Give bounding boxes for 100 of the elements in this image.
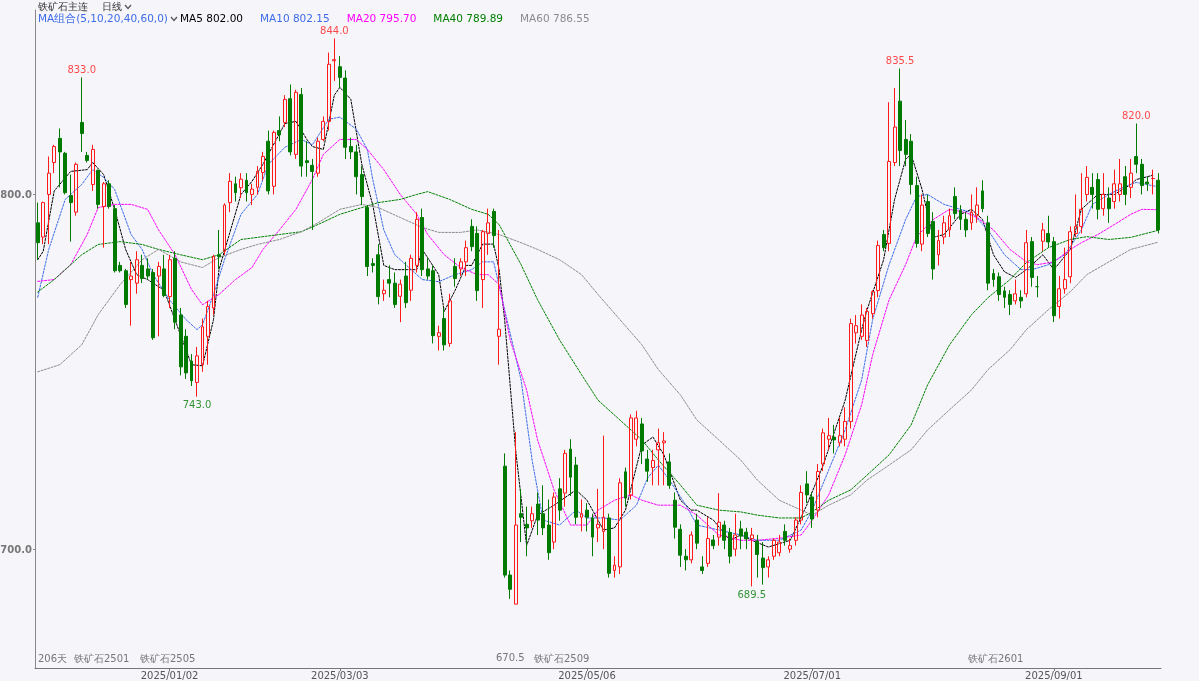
candlestick [91, 144, 95, 192]
candlestick [393, 271, 397, 309]
candlestick [876, 240, 880, 298]
candlestick [882, 229, 886, 252]
candlestick [217, 229, 221, 270]
candlestick [168, 254, 172, 309]
candlestick [404, 261, 408, 309]
candlestick [580, 499, 583, 532]
candlestick [898, 68, 902, 167]
candlestick [607, 513, 611, 579]
candlestick [552, 491, 556, 550]
candlestick [761, 541, 765, 586]
candlestick [981, 179, 984, 213]
candlestick [937, 229, 940, 266]
candlestick [1041, 222, 1045, 252]
candlestick [585, 502, 589, 532]
candlestick [173, 250, 177, 330]
candlestick [360, 165, 364, 206]
candlestick [245, 172, 248, 203]
x-tick-label: 2025/03/03 [311, 669, 369, 681]
candlestick [700, 555, 704, 575]
candlestick [1024, 229, 1028, 298]
candlestick [1096, 172, 1100, 220]
x-tick-label: 2025/05/06 [558, 669, 616, 681]
candlestick [316, 137, 320, 178]
candlestick [1129, 158, 1133, 199]
candlestick [1151, 169, 1155, 195]
candlestick [212, 254, 215, 316]
y-tick-label: 700.0 [0, 543, 33, 555]
candlestick [107, 179, 111, 210]
candlestick [920, 193, 924, 252]
annotation: 206天 [38, 652, 68, 666]
candlestick [497, 229, 501, 366]
annotation: 铁矿石2601 [968, 652, 1024, 666]
candlestick [574, 456, 578, 525]
candlestick [662, 431, 666, 486]
candlestick [1090, 172, 1094, 210]
annotation: 820.0 [1121, 110, 1151, 122]
candlestick [722, 520, 726, 550]
candlestick [871, 289, 875, 320]
candlestick [992, 268, 995, 288]
candlestick [684, 548, 688, 571]
candlestick [239, 172, 243, 199]
annotation: 铁矿石2509 [534, 652, 590, 666]
candlestick [1118, 158, 1122, 203]
y-tick-label: 800.0 [0, 188, 33, 200]
candlestick [409, 254, 413, 302]
candlestick [1057, 275, 1061, 320]
candlestick [821, 428, 825, 472]
candlestick [618, 477, 622, 575]
candlestick [299, 87, 303, 178]
candlestick [250, 183, 254, 206]
candlestick [140, 254, 144, 284]
candlestick [1008, 289, 1012, 316]
candlestick [74, 162, 78, 217]
candlestick [1003, 286, 1006, 309]
candlestick [365, 204, 369, 277]
candlestick [975, 186, 979, 224]
candlestick [948, 208, 951, 238]
candlestick [228, 172, 232, 213]
candlestick [1134, 123, 1138, 174]
candlestick [645, 449, 649, 483]
candlestick [624, 467, 627, 508]
text: MA60 786.55 [520, 11, 590, 24]
candlestick [321, 115, 325, 142]
candlestick [953, 186, 957, 220]
candlestick [206, 300, 210, 366]
candlestick [492, 208, 496, 249]
candlestick [442, 307, 446, 352]
candlestick [272, 130, 276, 195]
candlestick [256, 165, 259, 195]
candlestick [970, 193, 973, 231]
candlestick [453, 257, 457, 288]
candlestick [223, 202, 226, 256]
candlestick [783, 523, 787, 547]
candlestick [398, 279, 402, 323]
candlestick [1046, 215, 1050, 249]
candlestick [1063, 247, 1067, 295]
candlestick [387, 264, 391, 298]
candlestick [1112, 169, 1116, 210]
candlestick [36, 202, 40, 261]
candlestick [420, 208, 424, 277]
candlestick [613, 555, 616, 579]
candlestick [717, 492, 721, 547]
candlestick [96, 169, 100, 210]
candlestick [80, 76, 84, 153]
candlestick [190, 353, 193, 387]
annotation: 670.5 [496, 652, 525, 663]
candlestick [602, 435, 605, 550]
candlestick [832, 424, 836, 454]
candlestick [558, 477, 562, 522]
candlestick [1101, 172, 1105, 217]
candlestick [52, 144, 56, 174]
candlestick [124, 268, 128, 309]
annotation: 铁矿石2505 [140, 652, 196, 666]
candlestick [157, 261, 161, 337]
candlestick [277, 115, 281, 142]
candlestick [667, 452, 671, 490]
candlestick [261, 151, 265, 181]
candlestick [986, 215, 990, 291]
